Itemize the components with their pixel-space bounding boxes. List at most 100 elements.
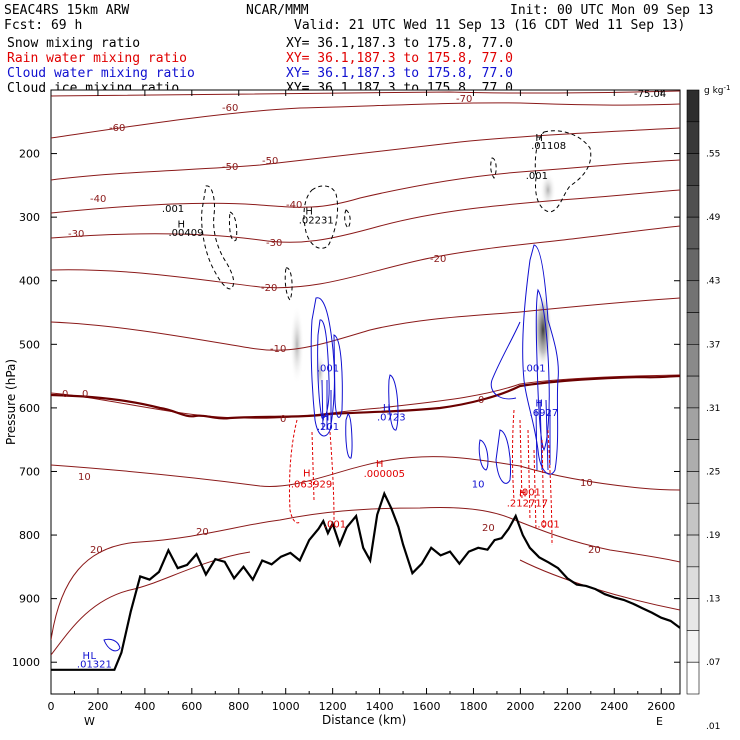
x-tick-label: 1400: [366, 700, 394, 713]
y-tick-label: 500: [19, 338, 40, 351]
field-annotation: H: [303, 469, 311, 480]
freezing-level-line: [51, 374, 680, 420]
contour-label: -60: [109, 123, 125, 134]
contour-label: 10: [580, 478, 593, 489]
rain-water-contour: [519, 419, 537, 531]
field-annotation: .02231: [299, 216, 334, 227]
header-fcst: Fcst: 69 h: [4, 18, 82, 33]
x-tick-label: 400: [134, 700, 155, 713]
colorbar-swatch: [686, 439, 700, 472]
isotherm--60: [51, 102, 680, 139]
field-annotation: .063929: [291, 479, 332, 490]
contour-label: -20: [261, 283, 277, 294]
ice-contour: [284, 267, 293, 301]
field-annotation: .000005: [364, 469, 405, 480]
colorbar-label: .49: [706, 213, 721, 223]
contour-label: 20: [482, 523, 495, 534]
contour-label: 20: [588, 545, 601, 556]
isotherm--30: [51, 189, 680, 243]
colorbar: .55 .49 .43 .37 .31 .25 .19 .13 .07 .01: [686, 89, 721, 732]
field-annotation: .001: [523, 364, 545, 375]
ice-contour: [534, 130, 592, 213]
field-annotation: .201: [317, 422, 339, 433]
header-title-center: NCAR/MMM: [246, 3, 309, 18]
colorbar-label: .55: [706, 150, 720, 160]
rain-water-contour: [547, 429, 553, 546]
field-xy: XY= 36.1,187.3 to 175.8, 77.0: [286, 66, 513, 81]
cloud-water-contour: [321, 379, 332, 431]
cloud-water-contour: [535, 399, 551, 471]
isotherm--50: [51, 127, 680, 181]
contour-label: -75.04: [634, 89, 666, 100]
x-tick-label: 800: [228, 700, 249, 713]
colorbar-label: .25: [706, 467, 720, 477]
x-tick-label: 600: [181, 700, 202, 713]
rain-water-contour: [512, 409, 515, 501]
x-tick-label: 0: [48, 700, 55, 713]
field-annotation: .6927: [530, 408, 559, 419]
field-annotation: H: [376, 459, 384, 470]
field-annotation: H: [305, 207, 313, 218]
cloud-water-contour: [103, 638, 121, 652]
contour-label: -70: [456, 94, 472, 105]
contour-label: -60: [222, 103, 238, 114]
field-annotation: .001: [519, 488, 541, 499]
isotherm-30: [51, 551, 251, 656]
x-axis-west-label: W: [84, 715, 95, 728]
rain-water-contour: [311, 431, 315, 501]
cloud-water-contours: [103, 244, 559, 652]
plot-content: [51, 90, 680, 656]
field-annotations: H.00409.001 H.02231H.01108.001.001H.201H.…: [77, 133, 566, 670]
colorbar-swatch: [686, 471, 700, 504]
colorbar-swatch: [686, 185, 700, 218]
x-tick-label: 2200: [553, 700, 581, 713]
contour-label: 0: [82, 389, 88, 400]
colorbar-swatch: [686, 407, 700, 440]
colorbar-label: .01: [706, 722, 720, 732]
cloud-water-contour: [490, 321, 521, 400]
temperature-contour-labels: -75.04 -70 -60 -60 -50 -50 -40 -40 -30 -…: [62, 89, 666, 556]
isotherm-20: [51, 507, 680, 641]
field-annotation: .0723: [377, 413, 406, 424]
contour-label: 20: [90, 545, 103, 556]
y-tick-label: 200: [19, 148, 40, 161]
contour-label: -50: [222, 162, 238, 173]
cloud-water-contour: [317, 319, 330, 419]
temperature-contours: [51, 90, 680, 656]
contour-label: -20: [430, 254, 446, 265]
cloud-water-contour: [310, 297, 335, 437]
isotherm--10: [51, 297, 680, 351]
field-annotation: H: [519, 488, 527, 499]
isotherm-0: [51, 374, 680, 419]
header-title-left: SEAC4RS 15km ARW: [4, 3, 129, 18]
isotherm--20: [51, 225, 680, 289]
colorbar-label: .13: [706, 595, 720, 605]
rain-water-contours: [288, 409, 553, 546]
ice-contour: [229, 211, 238, 242]
colorbar-label: .43: [706, 277, 720, 287]
colorbar-swatch: [686, 375, 700, 409]
field-annotation: .01108: [531, 141, 566, 152]
cloud-water-contour: [333, 334, 343, 418]
plot-frame: [50, 89, 681, 695]
colorbar-swatch: [686, 248, 700, 282]
cloud-water-contour: [535, 288, 550, 452]
colorbar-swatch: [686, 312, 700, 345]
cloud-water-contour: [495, 429, 511, 484]
snow-ice-contours: [201, 130, 592, 301]
colorbar-swatch: [686, 534, 700, 568]
cloud-water-contour: [478, 439, 489, 471]
x-tick-label: 200: [87, 700, 108, 713]
field-annotation: .001: [537, 519, 559, 530]
figure-header: SEAC4RS 15km ARW NCAR/MMM Init: 00 UTC M…: [4, 3, 714, 96]
colorbar-unit: g kg-1: [704, 84, 730, 96]
cloud-water-contour: [522, 244, 559, 475]
field-name: Cloud water mixing ratio: [7, 66, 195, 81]
colorbar-swatch: [686, 502, 700, 536]
ice-contour: [490, 157, 497, 179]
colorbar-swatch: [686, 566, 700, 599]
cloud-water-contour: [388, 374, 399, 431]
field-annotation: .00409: [168, 228, 203, 239]
contour-label: 20: [196, 527, 209, 538]
